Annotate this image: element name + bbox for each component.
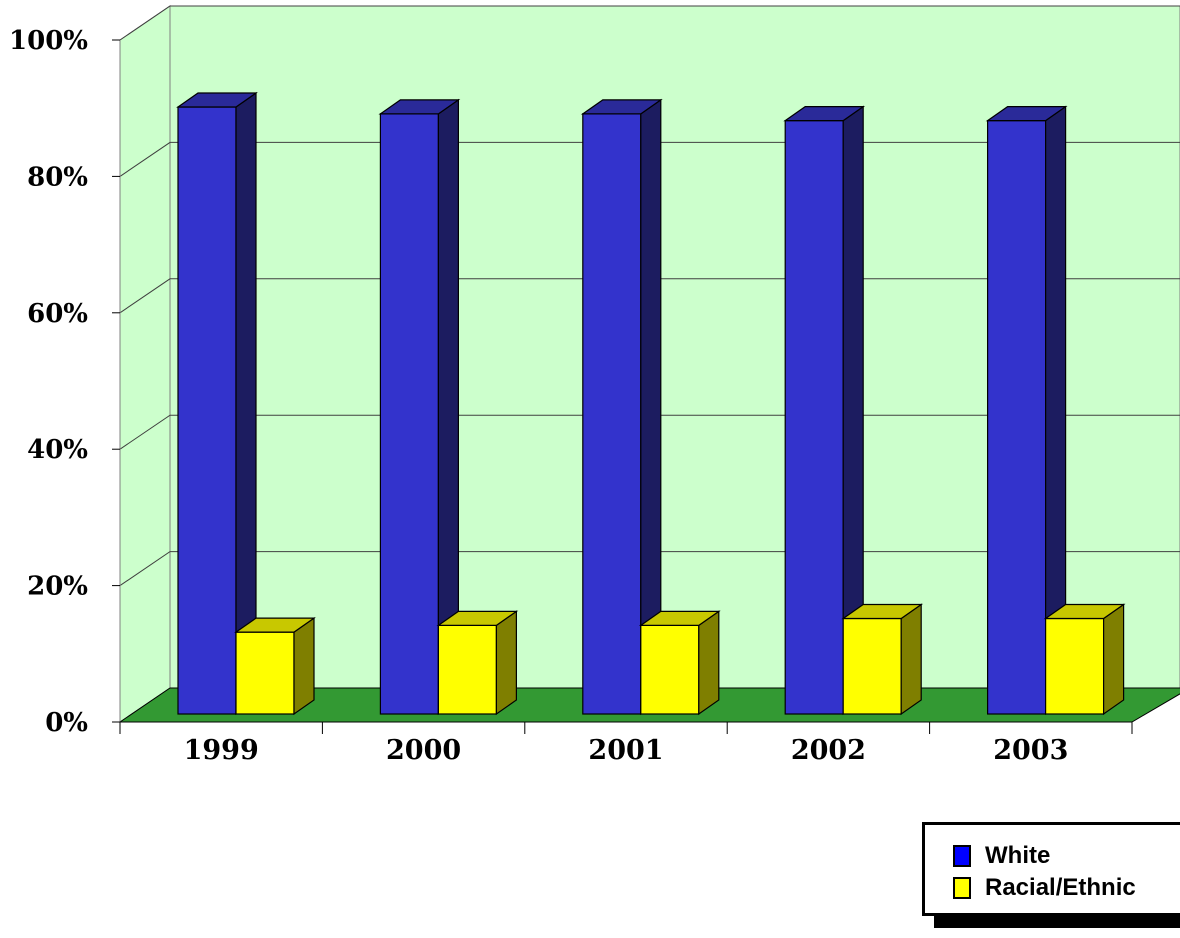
bar-side: [698, 610, 720, 716]
y-tick-label: 60%: [27, 299, 88, 329]
bar-front: [842, 617, 902, 715]
x-tick-label: 2003: [993, 735, 1068, 766]
legend-item-white: White: [953, 841, 1050, 871]
bar-front: [437, 624, 497, 715]
bar-white-2002: [783, 105, 866, 716]
legend-label-white: White: [985, 842, 1051, 869]
bar-top: [1043, 603, 1126, 620]
y-axis: 0% 20% 40% 60% 80% 100%: [9, 26, 121, 738]
bar-white-2000: [378, 98, 461, 716]
y-tick-label: 80%: [27, 162, 88, 192]
bar-front: [640, 624, 700, 715]
bar-top: [436, 610, 519, 626]
bar-racial-ethnic-2003: [1043, 603, 1126, 716]
legend-label-racial-ethnic: Racial/Ethnic: [985, 874, 1136, 901]
x-tick-label: 2002: [791, 735, 866, 766]
bar-racial-ethnic-2001: [638, 610, 721, 716]
bar-top: [638, 610, 721, 626]
bar-front: [177, 106, 237, 715]
bar-racial-ethnic-2002: [841, 603, 924, 716]
legend-item-racial-ethnic: Racial/Ethnic: [953, 873, 1136, 903]
bar-front: [379, 113, 439, 715]
bar-side: [900, 603, 922, 716]
bar-side: [293, 617, 315, 716]
bar-white-2001: [580, 98, 663, 716]
bar-top: [234, 617, 316, 633]
bar-front: [784, 120, 844, 715]
bar-top: [985, 106, 1068, 122]
bars: [176, 91, 1126, 716]
bar-top: [783, 106, 866, 122]
y-tick-label: 20%: [27, 572, 88, 602]
bar-racial-ethnic-2000: [436, 610, 519, 716]
bar-front: [235, 631, 295, 715]
bar-top: [176, 92, 258, 108]
legend-swatch-white: [953, 845, 971, 867]
x-tick-label: 2001: [588, 735, 663, 766]
x-tick-label: 2000: [386, 735, 461, 766]
bar-front: [986, 120, 1047, 715]
bar-white-1999: [176, 91, 258, 716]
bar-white-2003: [985, 105, 1068, 716]
bar-top: [378, 99, 461, 115]
legend: White Racial/Ethnic: [922, 822, 1180, 916]
bar-side: [495, 610, 518, 716]
x-axis: 1999 2000 2001 2002 2003: [119, 721, 1133, 766]
bar-front: [582, 113, 642, 715]
bar-top: [841, 603, 924, 620]
gridline: [119, 5, 1180, 41]
y-tick-label: 40%: [27, 435, 88, 465]
bar-side: [1102, 603, 1125, 716]
bar-front: [1044, 617, 1105, 715]
bar-racial-ethnic-1999: [234, 617, 316, 716]
y-tick-label: 0%: [45, 708, 88, 738]
bar-top: [580, 99, 663, 115]
side-wall: [119, 5, 171, 723]
legend-swatch-racial-ethnic: [953, 877, 971, 899]
x-tick-label: 1999: [184, 735, 259, 766]
y-tick-label: 100%: [9, 26, 88, 56]
